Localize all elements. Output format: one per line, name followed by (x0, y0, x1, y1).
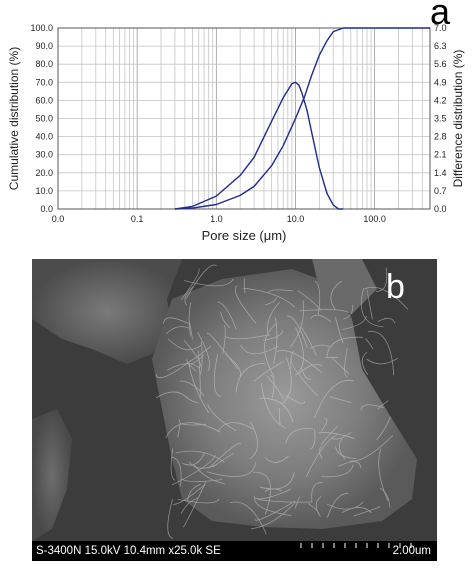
difference-distribution-line (174, 81, 344, 210)
y-right-tick-label: 7.0 (434, 23, 447, 33)
sem-texture (32, 259, 437, 561)
sem-info-text: S-3400N 15.0kV 10.4mm x25.0k SE (36, 545, 221, 557)
y-right-tick-label: 5.6 (434, 59, 447, 69)
y-left-tick-label: 40.0 (35, 132, 53, 142)
y-right-tick-label: 1.4 (434, 168, 447, 178)
x-axis-label: Pore size (μm) (202, 228, 287, 243)
y-left-tick-label: 50.0 (35, 114, 53, 124)
sem-micrograph (32, 259, 437, 561)
y-right-tick-label: 0.0 (434, 204, 447, 214)
y-right-axis-label: Difference distribution (%) (451, 50, 465, 188)
x-tick-label: 100.0 (363, 214, 386, 224)
scale-bar-label: 2.00um (392, 545, 431, 557)
y-left-tick-label: 20.0 (35, 168, 53, 178)
y-right-tick-label: 4.9 (434, 77, 447, 87)
panel-label-b: b (386, 268, 405, 306)
cumulative-distribution-line (174, 27, 430, 210)
y-right-tick-label: 2.8 (434, 132, 447, 142)
plot-frame (57, 27, 431, 210)
y-left-tick-label: 70.0 (35, 77, 53, 87)
y-right-tick-label: 0.7 (434, 186, 447, 196)
y-right-tick-label: 3.5 (434, 114, 447, 124)
sem-info-bar: S-3400N 15.0kV 10.4mm x25.0k SE 2.00um (32, 541, 437, 561)
x-tick-label: 0.0 (52, 214, 65, 224)
scale-bar-ticks (300, 543, 412, 548)
y-left-tick-label: 90.0 (35, 41, 53, 51)
y-left-tick-label: 0.0 (40, 204, 53, 214)
x-tick-label: 1.0 (210, 214, 223, 224)
y-right-tick-label: 6.3 (434, 41, 447, 51)
y-left-tick-label: 10.0 (35, 186, 53, 196)
y-right-tick-label: 4.2 (434, 95, 447, 105)
pore-size-chart: 0.0 10.0 20.0 30.0 40.0 50.0 60.0 70.0 80.0 90.0 1… (0, 0, 474, 250)
y-right-tick-label: 2.1 (434, 150, 447, 160)
y-left-axis-label: Cumulative distribution (%) (7, 47, 21, 190)
x-tick-label: 10.0 (287, 214, 305, 224)
y-left-tick-label: 30.0 (35, 150, 53, 160)
chart-svg: 0.0 10.0 20.0 30.0 40.0 50.0 60.0 70.0 80.0 90.0 1… (7, 23, 465, 243)
y-left-tick-label: 100.0 (30, 23, 53, 33)
panel-label-a: a (430, 0, 451, 32)
y-left-tick-label: 60.0 (35, 95, 53, 105)
y-left-tick-label: 80.0 (35, 59, 53, 69)
x-tick-label: 0.1 (131, 214, 144, 224)
